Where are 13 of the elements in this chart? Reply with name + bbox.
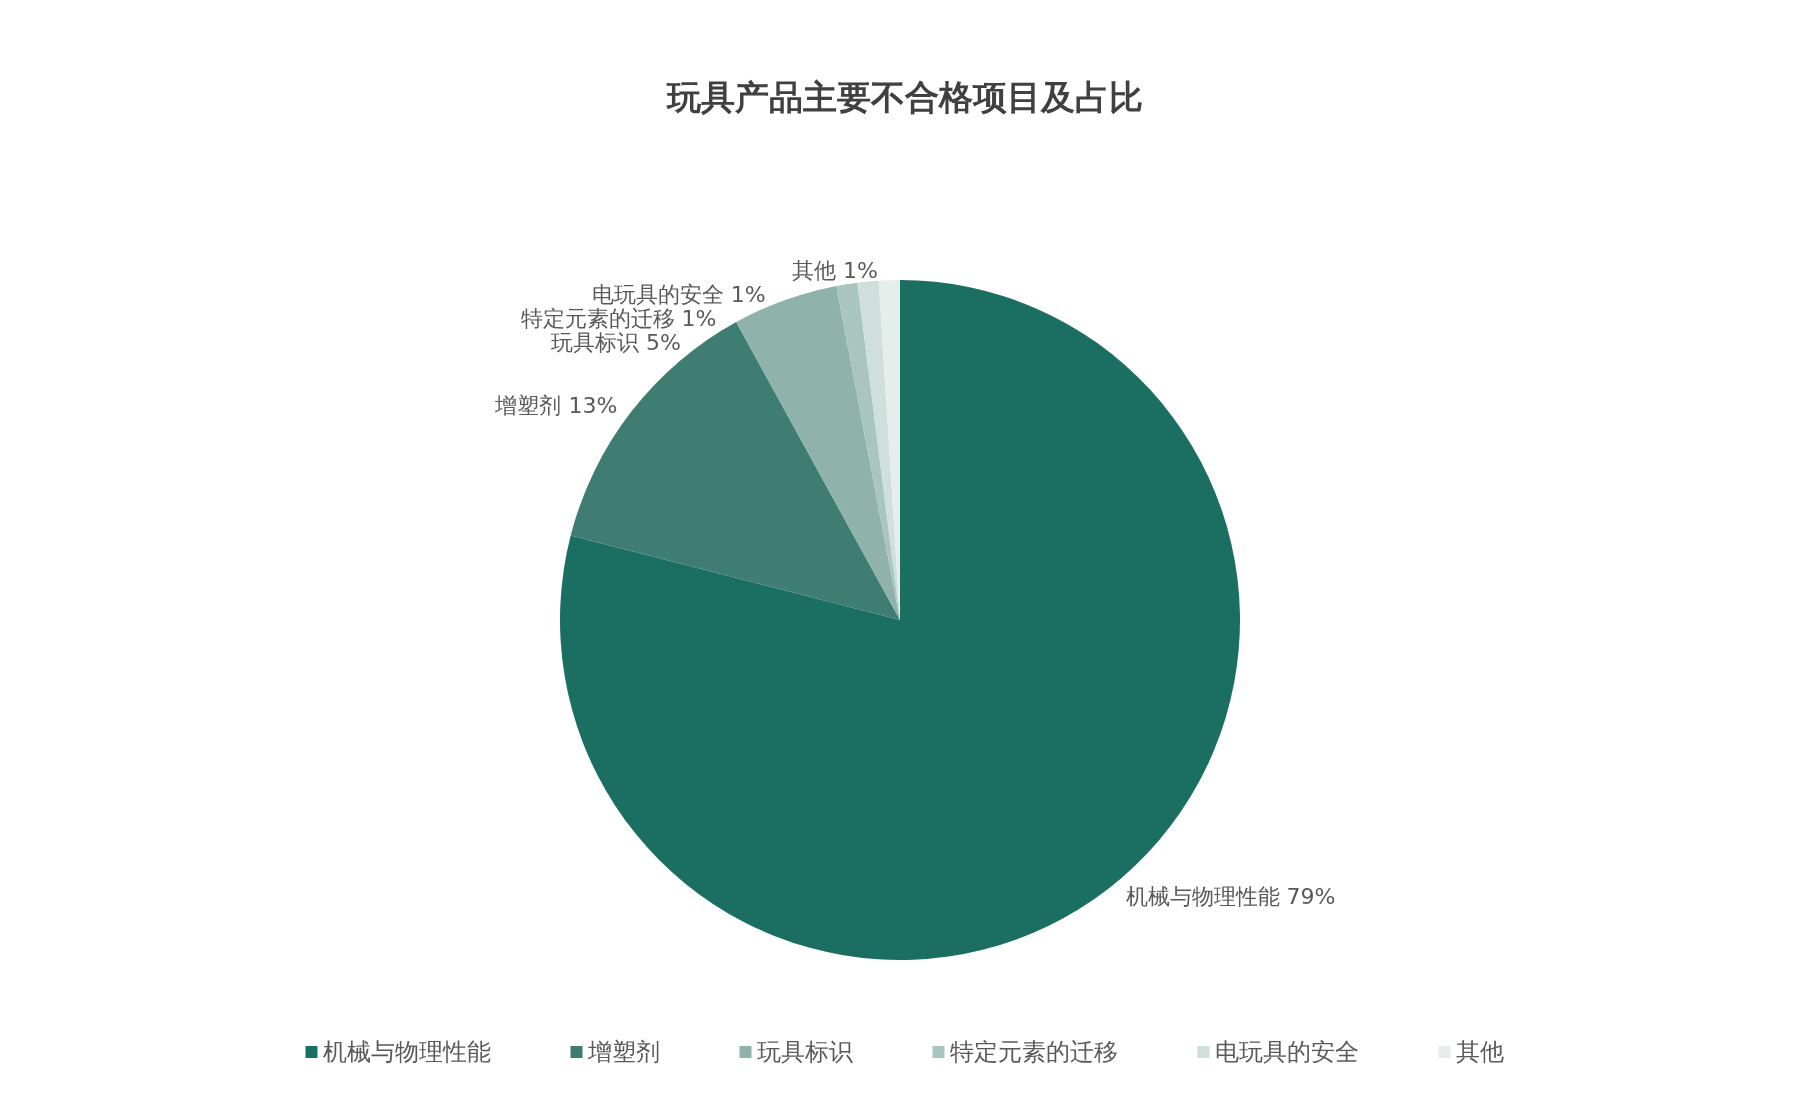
category-label: 玩具标识 5%	[551, 329, 681, 355]
chart-title: 玩具产品主要不合格项目及占比	[664, 77, 1143, 117]
category-label: 特定元素的迁移 1%	[520, 305, 717, 331]
category-label: 机械与物理性能 79%	[1125, 884, 1336, 910]
legend-label: 增塑剂	[586, 1038, 660, 1066]
category-label: 其他 1%	[792, 257, 879, 283]
legend-label: 机械与物理性能	[322, 1038, 491, 1066]
legend-label: 电玩具的安全	[1214, 1038, 1359, 1066]
legend-label: 其他	[1455, 1038, 1504, 1066]
legend-label: 玩具标识	[756, 1038, 853, 1066]
category-label: 电玩具的安全 1%	[591, 281, 766, 307]
legend-label: 特定元素的迁移	[949, 1038, 1118, 1066]
category-label: 增塑剂 13%	[495, 392, 618, 418]
